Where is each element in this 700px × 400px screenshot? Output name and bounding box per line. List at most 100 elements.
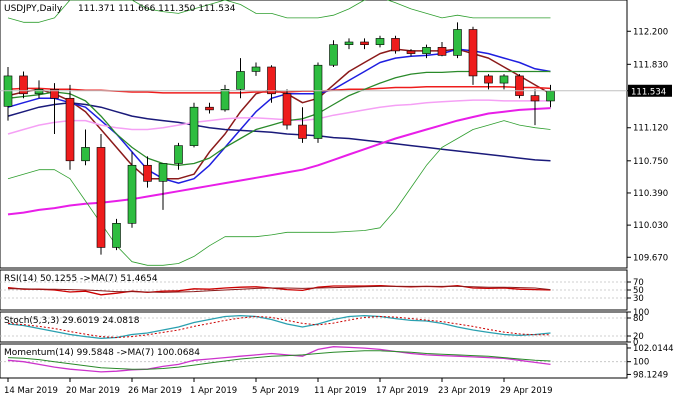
bear-candle — [143, 156, 152, 188]
candle-body — [329, 44, 338, 66]
bear-candle — [267, 65, 276, 103]
bear-candle — [298, 107, 307, 143]
tick-label: 70 — [633, 278, 644, 288]
tick-label: 100 — [633, 308, 649, 318]
candle-body — [499, 75, 509, 84]
candle-body — [112, 223, 121, 248]
candle-body — [267, 66, 276, 95]
bear-candle — [437, 41, 447, 57]
chart-ohlc: 111.371 111.666 111.350 111.534 — [78, 4, 236, 14]
rsi-title: RSI(14) 50.1255 ->MA(7) 51.4654 — [4, 274, 158, 284]
indicator-line-7 — [7, 0, 551, 23]
stoch-panel[interactable]: Stoch(5,3,3) 29.6019 24.0818 — [0, 311, 628, 343]
candle-body — [34, 89, 44, 95]
candle-body — [406, 50, 416, 54]
bull-candle — [220, 84, 230, 112]
candle-body — [251, 66, 261, 72]
candle-body — [19, 75, 28, 95]
stoch-lines — [7, 314, 551, 340]
series-line-1 — [7, 350, 551, 370]
time-tick-label: 20 Mar 2019 — [66, 386, 120, 396]
bear-candle — [96, 134, 106, 255]
candle-body — [530, 95, 540, 102]
candle-body — [422, 47, 431, 54]
price-tick-label: 111.120 — [633, 124, 668, 134]
price-tick-label: 110.750 — [633, 157, 668, 167]
rsi-panel[interactable]: RSI(14) 50.1255 ->MA(7) 51.4654 — [0, 269, 628, 311]
bear-candle — [19, 71, 28, 99]
candle-body — [344, 41, 354, 45]
candle-body — [298, 124, 307, 139]
time-tick-label: 1 Apr 2019 — [190, 386, 237, 396]
tick-label: 100 — [633, 358, 649, 368]
tick-label: 20 — [633, 332, 644, 342]
price-panel[interactable]: USDJPY,Daily 111.371 111.666 111.350 111… — [0, 0, 628, 269]
time-tick-label: 11 Apr 2019 — [314, 386, 367, 396]
candle-body — [282, 93, 292, 126]
candle-body — [515, 75, 524, 96]
candle-body — [220, 89, 230, 111]
candle-body — [127, 164, 137, 224]
series-line-1 — [8, 285, 551, 293]
bull-candle — [236, 58, 245, 99]
bear-candle — [515, 74, 524, 99]
candle-body — [158, 163, 168, 182]
momentum-lines — [7, 346, 551, 373]
tick-label: 102.0144 — [633, 344, 674, 354]
indicator-line-2 — [7, 85, 551, 94]
candle-body — [375, 38, 385, 45]
candle-body — [189, 106, 199, 146]
time-axis: 14 Mar 2019 20 Mar 2019 26 Mar 2019 1 Apr 2… — [4, 378, 553, 396]
bull-candle — [453, 22, 462, 59]
candle-body — [313, 64, 323, 139]
candle-body — [65, 97, 75, 162]
candle-body — [236, 71, 245, 90]
series-line-1 — [7, 315, 551, 339]
bull-candle — [313, 62, 323, 143]
bear-candle — [530, 89, 540, 126]
tick-label: 98.1249 — [633, 370, 668, 380]
bear-candle — [406, 49, 416, 57]
bull-candle — [158, 163, 168, 210]
stoch-title: Stoch(5,3,3) 29.6019 24.0818 — [4, 316, 140, 326]
bull-candle — [112, 218, 121, 251]
rsi-levels — [0, 281, 627, 299]
tick-label: 80 — [633, 314, 644, 324]
bear-candle — [484, 74, 493, 90]
bear-candle — [282, 89, 292, 130]
bull-candle — [422, 44, 431, 59]
bull-candle — [81, 129, 90, 166]
tick-label: 0 — [633, 338, 638, 348]
rsi-lines — [7, 284, 551, 296]
time-tick-label: 23 Apr 2019 — [438, 386, 491, 396]
price-tick-label: 112.200 — [633, 27, 668, 37]
momentum-panel[interactable]: Momentum(14) 99.5848 ->MA(7) 100.0684 — [0, 343, 628, 379]
bull-candle — [344, 38, 354, 50]
candle-body — [50, 89, 59, 99]
stoch-levels — [0, 317, 627, 337]
candle-body — [453, 29, 462, 56]
bear-candle — [360, 38, 369, 50]
indicator-line-4 — [7, 99, 551, 135]
price-tick-label: 111.830 — [633, 60, 668, 70]
series-line-0 — [7, 346, 551, 373]
candle-body — [468, 29, 478, 77]
bull-candle — [189, 102, 199, 148]
bear-candle — [468, 26, 478, 85]
indicator-line-3 — [7, 101, 551, 162]
price-tick-label: 110.030 — [633, 221, 668, 231]
bear-candle — [50, 83, 59, 134]
candle-body — [360, 41, 369, 45]
candle-body — [143, 164, 152, 182]
candle-body — [546, 90, 555, 102]
candle-body — [205, 106, 214, 111]
momentum-title: Momentum(14) 99.5848 ->MA(7) 100.0684 — [4, 348, 200, 358]
candle-body — [437, 47, 447, 56]
bull-candle — [34, 80, 44, 99]
candle-body — [391, 38, 400, 52]
current-price-badge: 111.534 — [628, 84, 672, 97]
bear-candle — [65, 84, 75, 170]
